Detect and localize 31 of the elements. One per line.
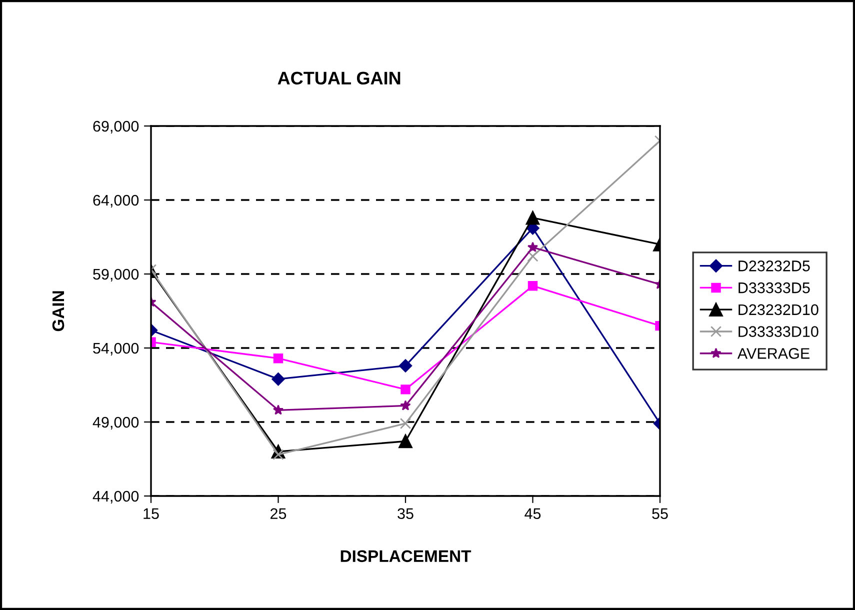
x-axis-title: DISPLACEMENT	[340, 550, 472, 562]
point	[272, 404, 284, 415]
x-tick-label: 55	[652, 508, 668, 520]
point	[398, 359, 412, 372]
legend-label: D23232D5	[738, 260, 810, 272]
legend-label: AVERAGE	[737, 348, 810, 359]
point	[400, 418, 412, 430]
point	[527, 250, 538, 262]
x-tick-label: 15	[144, 508, 159, 520]
point	[398, 434, 412, 448]
y-tick-label: 59,000	[93, 268, 139, 282]
legend-label: D23232D10	[738, 304, 818, 316]
point	[400, 384, 410, 394]
x-tick-label: 35	[398, 508, 414, 520]
legend-label: D33333D5	[738, 282, 810, 294]
point	[400, 400, 411, 410]
y-tick-label: 69,000	[93, 120, 139, 134]
y-tick-label: 44,000	[92, 490, 139, 504]
y-axis-title: GAIN	[52, 291, 64, 332]
legend-label: D33333D10	[738, 326, 818, 337]
point	[527, 242, 538, 252]
x-tick-label: 45	[524, 508, 541, 520]
point	[273, 354, 284, 364]
x-tick-label: 25	[270, 508, 286, 520]
point	[528, 280, 538, 291]
y-tick-label: 54,000	[93, 342, 139, 356]
point	[272, 372, 285, 386]
point	[526, 210, 540, 225]
chart-title: ACTUAL GAIN	[278, 72, 400, 85]
y-tick-label: 64,000	[93, 194, 139, 208]
y-tick-label: 49,000	[92, 416, 139, 430]
